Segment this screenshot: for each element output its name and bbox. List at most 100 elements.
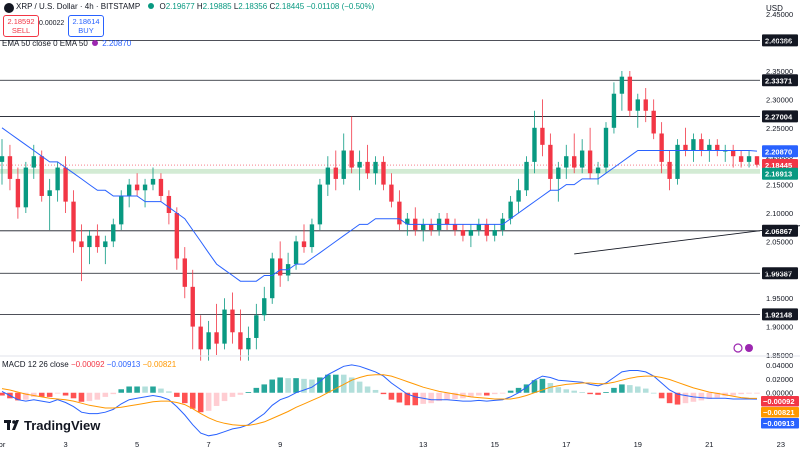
price-tick-label: 2.35000 — [766, 67, 793, 76]
macd-histogram-bar — [706, 392, 713, 399]
candle-body — [166, 195, 172, 213]
logo-text: TradingView — [24, 417, 101, 433]
candle — [564, 144, 569, 179]
price-tick-label: 2.40000 — [766, 39, 793, 48]
candle-body — [103, 241, 108, 248]
buy-button[interactable]: 2.18614 BUY — [68, 15, 104, 37]
level-tag: 2.33371 — [762, 74, 798, 87]
candle — [222, 298, 227, 350]
macd-histogram-bar — [642, 388, 649, 393]
macd-tick-label: 0.02000 — [766, 375, 793, 384]
ema-legend[interactable]: EMA 50 close 0 EMA 50 2.20870 — [2, 39, 131, 48]
candle — [691, 133, 696, 162]
sell-price: 2.18592 — [7, 17, 35, 26]
candle — [738, 150, 744, 168]
candle-body — [492, 230, 497, 236]
macd-legend[interactable]: MACD 12 26 close −0.00092 −0.00913 −0.00… — [2, 360, 176, 369]
macd-histogram-bar — [293, 378, 299, 393]
macd-histogram-bar — [78, 392, 85, 402]
ema-label: EMA 50 close 0 EMA 50 — [2, 39, 88, 48]
symbol-title[interactable]: XRP / U.S. Dollar · 4h · BITSTAMP — [16, 2, 141, 11]
support-zone — [0, 168, 760, 174]
macd-histogram-bar — [714, 392, 721, 398]
candle — [587, 127, 593, 179]
candle — [421, 218, 426, 242]
candle-body — [254, 315, 259, 338]
macd-histogram-bar — [484, 392, 490, 396]
macd-histogram-bar — [666, 392, 673, 404]
candle — [603, 122, 609, 174]
level-tag-label: 1.99387 — [765, 269, 792, 278]
candle — [15, 167, 21, 219]
candle — [285, 252, 291, 282]
macd-histogram-bar — [619, 384, 625, 393]
macd-histogram-bar — [333, 374, 339, 393]
candle-body — [206, 332, 211, 350]
candle — [317, 178, 323, 231]
candle — [349, 116, 354, 174]
macd-histogram-bar — [436, 392, 442, 402]
candle — [444, 213, 450, 231]
macd-histogram-bar — [174, 392, 180, 397]
candle — [508, 195, 513, 225]
tradingview-logo[interactable]: TradingView — [4, 417, 100, 433]
currency-label[interactable]: USD — [766, 4, 783, 13]
price-tick-label: 2.15000 — [766, 181, 793, 190]
candle-body — [134, 184, 140, 191]
candle-body — [548, 144, 553, 179]
candle-body — [723, 150, 728, 152]
candle-body — [730, 150, 736, 157]
candle — [428, 218, 434, 236]
price-tick-label: 2.30000 — [766, 95, 793, 104]
x-tick-label: 7 — [207, 440, 211, 449]
macd-histogram-bar — [38, 392, 45, 397]
macd-histogram-bar — [102, 392, 109, 397]
candle-body — [270, 258, 275, 299]
macd-histogram-bar — [468, 392, 474, 397]
candle — [55, 161, 60, 202]
x-tick-label: 3 — [63, 440, 67, 449]
x-tick-label: 17 — [562, 440, 570, 449]
macd-histogram-bar — [269, 379, 275, 393]
sell-button[interactable]: 2.18592 SELL — [3, 15, 39, 37]
candle — [111, 218, 116, 248]
candle-body — [31, 156, 36, 168]
candle-body — [452, 224, 458, 231]
macd-histogram-bar — [476, 392, 482, 396]
level-tag: 2.27004 — [762, 110, 798, 123]
macd-tag-bg — [761, 396, 799, 407]
macd-histogram-bar — [70, 392, 77, 399]
candle-body — [214, 332, 219, 344]
ohlc-high: 2.19885 — [202, 2, 232, 11]
macd-histogram-bar — [340, 374, 347, 393]
candle — [516, 178, 521, 213]
candle — [357, 150, 362, 191]
macd-histogram-bar — [205, 392, 212, 411]
price-tag: 2.20870 — [762, 145, 798, 158]
candle-body — [325, 167, 331, 185]
candle — [87, 230, 92, 265]
macd-histogram-bar — [229, 392, 236, 397]
market-open-icon — [148, 3, 155, 9]
macd-tick-label: 0.04000 — [766, 361, 793, 370]
candle-body — [150, 178, 156, 185]
macd-histogram-bar — [189, 392, 196, 409]
candle — [39, 150, 44, 202]
macd-histogram-bar — [738, 392, 744, 395]
candle — [7, 144, 13, 191]
candle — [333, 150, 338, 191]
macd-tick-label: 0.00000 — [766, 389, 793, 398]
macd-histogram-bar — [412, 392, 419, 406]
candle — [579, 139, 585, 174]
ema-settings-icon[interactable] — [92, 40, 99, 46]
candle-body — [397, 201, 402, 225]
x-tick-label: 5 — [135, 440, 139, 449]
macd-tag-label: −0.00913 — [763, 419, 795, 428]
macd-histogram-bar — [309, 379, 315, 393]
price-tag-label: 2.16913 — [765, 170, 792, 179]
candle-body — [468, 230, 474, 236]
candle-body — [738, 156, 744, 162]
buy-label: BUY — [78, 26, 94, 35]
macd-histogram-bar — [31, 392, 37, 397]
